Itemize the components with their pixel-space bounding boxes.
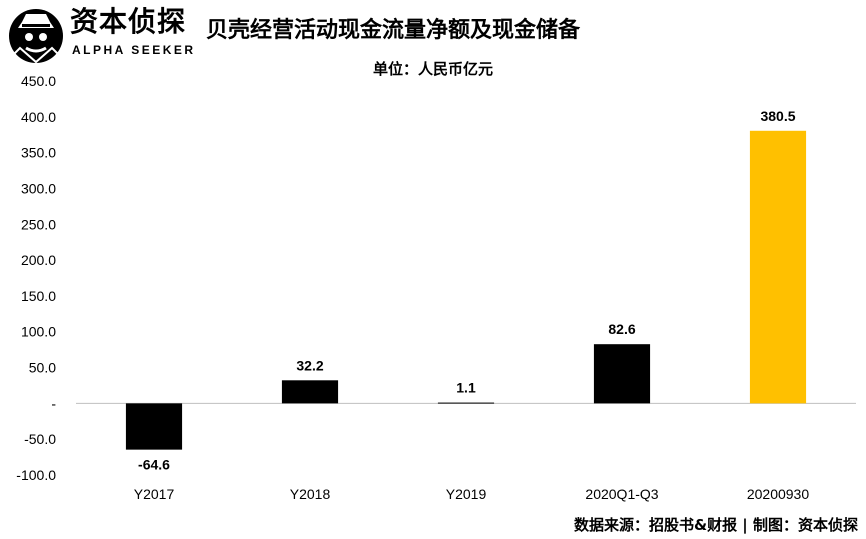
y-tick-label: - xyxy=(51,395,56,411)
y-tick-label: 50.0 xyxy=(29,360,56,376)
x-tick-label: 2020Q1-Q3 xyxy=(585,486,658,502)
y-tick-label: 350.0 xyxy=(21,145,56,161)
brand-name: 资本侦探 xyxy=(70,5,187,38)
y-tick-label: 400.0 xyxy=(21,109,56,125)
x-tick-label: 20200930 xyxy=(747,486,810,502)
chart-subtitle: 单位：人民币亿元 xyxy=(372,60,493,78)
y-tick-label: 300.0 xyxy=(21,180,56,196)
brand-logo xyxy=(6,9,66,64)
x-tick-label: Y2019 xyxy=(446,486,487,502)
data-label: 1.1 xyxy=(456,380,476,396)
data-label: 32.2 xyxy=(296,357,323,373)
brand-subtitle: ALPHA SEEKER xyxy=(72,43,196,57)
y-tick-label: 250.0 xyxy=(21,216,56,232)
y-tick-label: 150.0 xyxy=(21,288,56,304)
data-label: 380.5 xyxy=(760,108,795,124)
bar xyxy=(749,130,807,404)
data-label: 82.6 xyxy=(608,321,635,337)
y-tick-label: 100.0 xyxy=(21,324,56,340)
bar xyxy=(593,344,651,404)
bar xyxy=(125,403,183,450)
chart-title: 贝壳经营活动现金流量净额及现金储备 xyxy=(206,18,581,43)
x-tick-label: Y2018 xyxy=(290,486,331,502)
bar xyxy=(437,402,495,404)
source-note: 数据来源：招股书&财报 | 制图：资本侦探 xyxy=(573,516,858,534)
y-tick-label: 200.0 xyxy=(21,252,56,268)
data-label: -64.6 xyxy=(138,457,170,473)
y-tick-label: -50.0 xyxy=(24,431,56,447)
y-tick-label: -100.0 xyxy=(16,467,56,483)
x-tick-label: Y2017 xyxy=(134,486,175,502)
bar xyxy=(281,380,339,404)
y-tick-label: 450.0 xyxy=(21,73,56,89)
